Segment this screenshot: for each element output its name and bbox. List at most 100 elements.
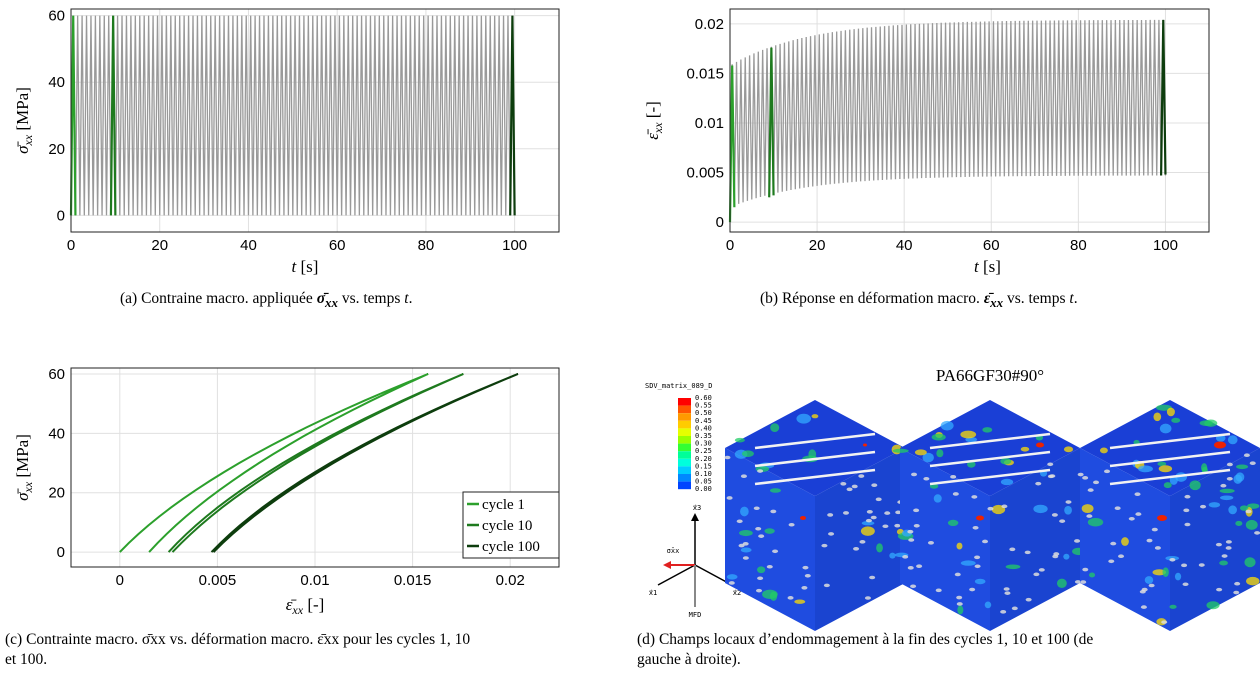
fibre-section [736,519,743,524]
fibre-section [1181,563,1188,568]
fibre-section [753,506,760,511]
fibre-section [870,515,877,520]
fibre-section [902,555,909,559]
colorbar-tick-label: 0.60 [695,394,712,402]
fibre-section [742,542,749,546]
colorbar-tick-label: 0.10 [695,470,712,478]
axes-frame [70,367,560,568]
damage-spot [739,529,753,537]
fibre-section [1225,540,1232,544]
damage-spot [892,448,909,453]
damage-spot [1000,478,1014,486]
damage-spot [1087,518,1104,527]
damage-spot [1159,423,1172,434]
caption-d-line1: (d) Champs locaux d’endommagement à la f… [637,631,1094,648]
damage-cube [892,400,1086,631]
damage-spot [1099,447,1108,454]
fibre-section [1128,516,1135,521]
fibre-section [1033,572,1040,577]
fibre-section [801,586,808,590]
highlighted-cycle [728,65,736,223]
damage-spot [741,450,754,457]
colorbar-tick-label: 0.40 [695,424,712,432]
fibre-section [894,523,901,528]
fibre-section [828,532,835,536]
fibre-section [1087,488,1094,492]
fibre-section [954,572,961,577]
fibre-section [1074,539,1081,543]
legend-label: cycle 10 [482,518,532,534]
damage-spot [811,414,819,419]
damage-spot [1020,446,1030,452]
damage-cube [1077,400,1260,631]
legend-label: cycle 100 [482,539,540,555]
fibre-section [866,509,873,514]
x-tick-label: 0.015 [394,572,432,589]
fibre-section [1226,476,1233,481]
fibre-section [1011,606,1018,611]
colorbar-segment [678,443,691,452]
axis-x1-arrow [657,564,696,586]
fibre-section [787,596,794,600]
x-tick-label: 20 [151,237,168,254]
x-tick-label: 80 [1070,237,1087,254]
fibre-section [864,596,871,600]
fibre-section [916,564,923,568]
caption-a: (a) Contraine macro. appliquée σ̄xx vs. … [120,290,413,311]
fibre-section [1215,542,1222,547]
fibre-section [843,511,850,515]
fibre-section [1169,557,1176,562]
fibre-section [1245,509,1252,514]
colorbar-title: SDV_matrix_089_D [645,382,712,390]
damage-spot [1166,407,1175,417]
cube-left-face [725,448,815,631]
sigma-label: σ̄xx [667,547,680,555]
fibre-section [950,475,957,479]
x-tick-label: 0.01 [300,572,329,589]
y-tick-label: 0.02 [695,16,724,33]
fibre-section [802,565,809,570]
fibre-section [1139,589,1146,594]
fibre-section [1221,554,1228,558]
x-tick-label: 60 [329,237,346,254]
fibre-section [956,602,963,606]
y-tick-label: 0.01 [695,115,724,132]
damage-spot [931,433,946,441]
fibre-section [1024,550,1031,555]
damage-spot [1227,435,1238,445]
fibre-section [1035,481,1042,486]
damage-spot [764,528,775,534]
fibre-section [766,564,773,569]
fibre-section [882,524,889,529]
damage-spot [1220,495,1234,501]
fibre-section [974,564,981,569]
fibre-section [1065,500,1072,504]
fibre-section [846,487,853,492]
fibre-section [757,576,764,581]
fibre-section [956,595,963,600]
damage-hotspot [863,443,867,447]
damage-spot [1246,576,1260,586]
damage-spot [1204,419,1218,427]
damage-spot [933,494,942,503]
caption-d-line2: gauche à droite). [637,651,741,668]
highlighted-cycle [768,47,775,198]
caption-c-line2: et 100. [5,651,48,668]
fibre-section [851,484,858,489]
fibre-section [1182,582,1189,587]
damage-spot [1206,601,1220,610]
highlighted-cycle [109,15,117,216]
damage-spot [960,430,977,439]
colorbar-tick-label: 0.05 [695,478,712,486]
fibre-section [871,483,878,487]
fibre-section [1140,605,1147,609]
fibre-section [1025,597,1032,602]
fibre-section [1059,519,1066,523]
colorbar-segment [678,451,691,459]
highlighted-cycle [509,15,516,216]
axes-frame [70,8,560,233]
hysteresis-loop [210,372,519,553]
damage-spot [860,526,875,536]
fibre-section [1108,559,1115,564]
fibre-section [1200,504,1207,509]
